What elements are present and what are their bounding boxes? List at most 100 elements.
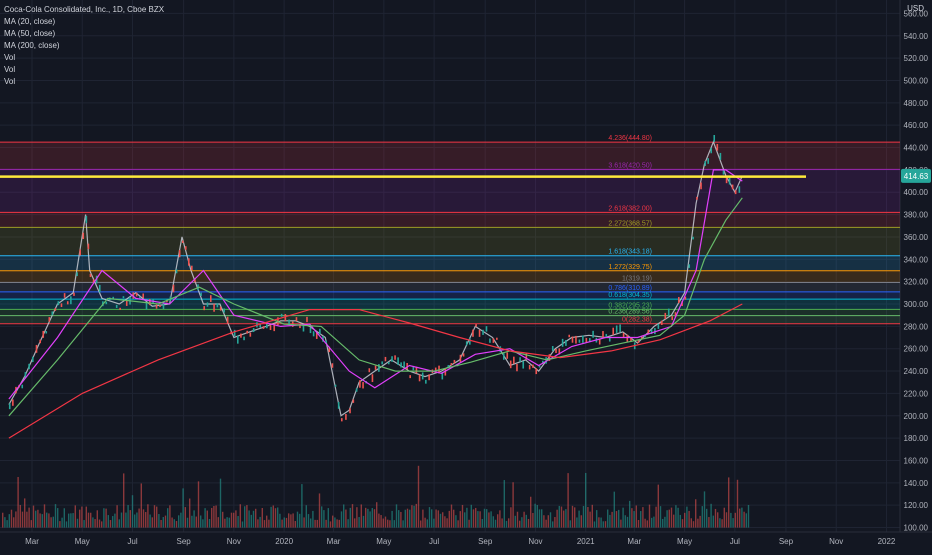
fib-band [0,142,900,170]
volume-bar [277,507,279,528]
volume-bar [420,520,422,528]
volume-bar [26,511,28,528]
volume-bar [501,518,503,528]
volume-bar [178,515,180,528]
candle [325,340,327,344]
volume-bar [624,515,626,528]
candle [394,355,396,360]
volume-bar [580,515,582,528]
volume-bar [125,512,127,528]
candle [82,232,85,239]
candle [585,337,588,343]
y-tick-label: 540.00 [904,32,929,41]
candle [459,354,462,363]
legend-ma20[interactable]: MA (20, close) [4,17,56,26]
candle [66,301,69,305]
volume-bar [549,512,552,528]
volume-bar [598,517,600,528]
volume-bar [103,508,105,528]
volume-bar [681,519,684,528]
candle [425,379,427,384]
x-tick-label: Mar [327,537,341,546]
volume-bar [591,504,593,528]
volume-bar [8,514,10,528]
volume-bar [105,508,107,528]
candle [450,363,453,366]
volume-bar [244,506,246,528]
legend-vol-3[interactable]: Vol [4,77,16,86]
legend-ma200[interactable]: MA (200, close) [4,41,60,50]
volume-bar [576,517,578,528]
volume-bar [490,511,492,528]
fib-band [0,270,900,283]
volume-bar [213,505,215,528]
volume-bar [398,510,400,528]
candle [194,279,196,283]
candle [252,328,255,333]
y-tick-label: 160.00 [904,456,929,465]
candle [738,186,741,193]
volume-bar [354,518,356,528]
volume-bar [314,519,316,528]
volume-bar [136,512,138,528]
volume-bar [692,521,695,528]
volume-bar [241,521,244,528]
volume-bar [160,519,162,528]
volume-bar [365,507,367,528]
candle [472,329,474,337]
volume-bar [668,509,670,528]
volume-bar [336,519,338,528]
y-tick-label: 200.00 [904,412,929,421]
y-tick-label: 140.00 [904,479,929,488]
volume-bar [101,521,103,528]
candle [181,240,184,243]
volume-bar [224,518,226,528]
volume-bar [615,511,618,528]
volume-bar [519,520,521,528]
candle [273,323,276,332]
candle [184,246,187,250]
candle [200,292,202,297]
legend-ma50[interactable]: MA (50, close) [4,29,56,38]
volume-bar [706,508,708,528]
volume-bar [215,505,217,528]
candle [578,339,581,343]
volume-bar [61,517,63,528]
volume-bar [301,484,303,528]
volume-bar [107,515,109,528]
x-tick-label: Jul [730,537,740,546]
volume-bar [96,510,98,528]
volume-bar [512,482,514,528]
volume-bar [57,508,59,528]
volume-bar [237,516,239,528]
candle [506,352,509,359]
volume-bar [450,504,453,528]
candle [70,296,72,305]
legend-vol-2[interactable]: Vol [4,65,16,74]
volume-bar [563,510,565,528]
volume-bar [268,519,270,528]
x-tick-label: May [376,537,391,546]
candle [453,359,456,364]
volume-bar [305,505,307,528]
volume-bar [475,507,477,528]
volume-bar [362,515,365,528]
volume-bar [246,505,248,528]
candle [412,365,415,371]
y-tick-label: 360.00 [904,233,929,242]
volume-bar [296,511,299,528]
fib-level-label: 0.786(310.89) [608,285,652,292]
last-price-label: 414.63 [904,172,929,181]
legend-vol-1[interactable]: Vol [4,53,16,62]
candle [532,364,534,368]
volume-bar [393,520,395,528]
fib-level-label: 2.618(382.00) [608,205,652,212]
volume-bar [175,521,178,528]
volume-bar [87,512,90,528]
volume-bar [153,505,156,528]
volume-bar [92,517,94,528]
volume-bar [24,498,26,528]
volume-bar [505,520,508,528]
